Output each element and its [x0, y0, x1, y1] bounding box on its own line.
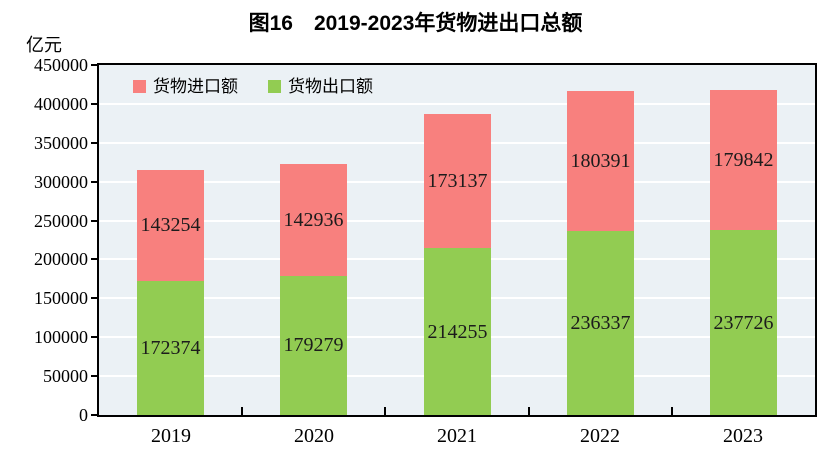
x-tick-label: 2022 — [580, 425, 620, 447]
legend-swatch — [268, 80, 281, 93]
y-tick-label: 50000 — [43, 366, 88, 387]
bar-segment-货物进口额-2020: 142936 — [280, 164, 347, 276]
bar-value-label: 143254 — [140, 214, 201, 237]
bar-value-label: 173137 — [427, 170, 488, 193]
legend-item-货物进口额: 货物进口额 — [133, 78, 238, 95]
bar-segment-货物进口额-2019: 143254 — [137, 169, 204, 281]
y-tick-label: 400000 — [34, 93, 88, 114]
bar-segment-货物出口额-2023: 237726 — [710, 230, 777, 415]
bar-value-label: 179842 — [713, 149, 774, 172]
x-tick-mark — [384, 407, 386, 415]
y-tick-label: 200000 — [34, 249, 88, 270]
bar-segment-货物进口额-2023: 179842 — [710, 90, 777, 231]
legend-label: 货物出口额 — [288, 77, 373, 96]
x-tick-label: 2020 — [294, 425, 334, 447]
x-tick-label: 2021 — [437, 425, 477, 447]
y-tick-label: 0 — [79, 405, 88, 425]
bar-value-label: 214255 — [427, 320, 488, 343]
y-tick-mark — [91, 219, 98, 222]
bar-value-label: 237726 — [713, 311, 774, 334]
x-tick-label: 2023 — [723, 425, 763, 447]
legend-label: 货物进口额 — [153, 77, 238, 96]
y-tick-mark — [91, 375, 98, 378]
y-tick-label: 350000 — [34, 132, 88, 153]
bar-segment-货物出口额-2019: 172374 — [137, 280, 204, 415]
chart-title: 图16 2019-2023年货物进出口总额 — [248, 12, 583, 35]
bar-value-label: 179279 — [283, 334, 344, 357]
legend-item-货物出口额: 货物出口额 — [268, 78, 373, 95]
bar-segment-货物出口额-2022: 236337 — [567, 231, 634, 415]
x-tick-label: 2019 — [151, 425, 191, 447]
legend-swatch — [133, 80, 146, 93]
x-tick-mark — [528, 407, 530, 415]
bar-value-label: 236337 — [570, 312, 631, 335]
y-tick-mark — [91, 258, 98, 261]
x-tick-mark — [671, 407, 673, 415]
bar-value-label: 180391 — [570, 150, 631, 173]
y-tick-mark — [91, 141, 98, 144]
y-tick-mark — [91, 297, 98, 300]
y-tick-label: 450000 — [34, 55, 88, 75]
y-tick-mark — [91, 102, 98, 105]
y-tick-label: 300000 — [34, 171, 88, 192]
bar-segment-货物进口额-2021: 173137 — [424, 113, 491, 249]
y-tick-mark — [91, 180, 98, 183]
y-tick-label: 150000 — [34, 288, 88, 309]
y-tick-label: 100000 — [34, 327, 88, 348]
y-tick-mark — [91, 64, 98, 66]
x-tick-mark — [241, 407, 243, 415]
bar-segment-货物出口额-2021: 214255 — [424, 248, 491, 415]
gridline — [99, 102, 815, 105]
plot-area: 货物进口额 货物出口额 172374 143254 179279 142936 21425… — [97, 63, 817, 417]
y-tick-label: 250000 — [34, 210, 88, 231]
legend: 货物进口额 货物出口额 — [133, 78, 373, 95]
y-tick-mark — [91, 336, 98, 339]
y-axis-unit-label: 亿元 — [26, 35, 62, 55]
y-tick-mark — [91, 414, 98, 416]
bar-segment-货物进口额-2022: 180391 — [567, 90, 634, 232]
bar-segment-货物出口额-2020: 179279 — [280, 275, 347, 415]
bar-value-label: 172374 — [140, 336, 201, 359]
bar-value-label: 142936 — [283, 208, 344, 231]
